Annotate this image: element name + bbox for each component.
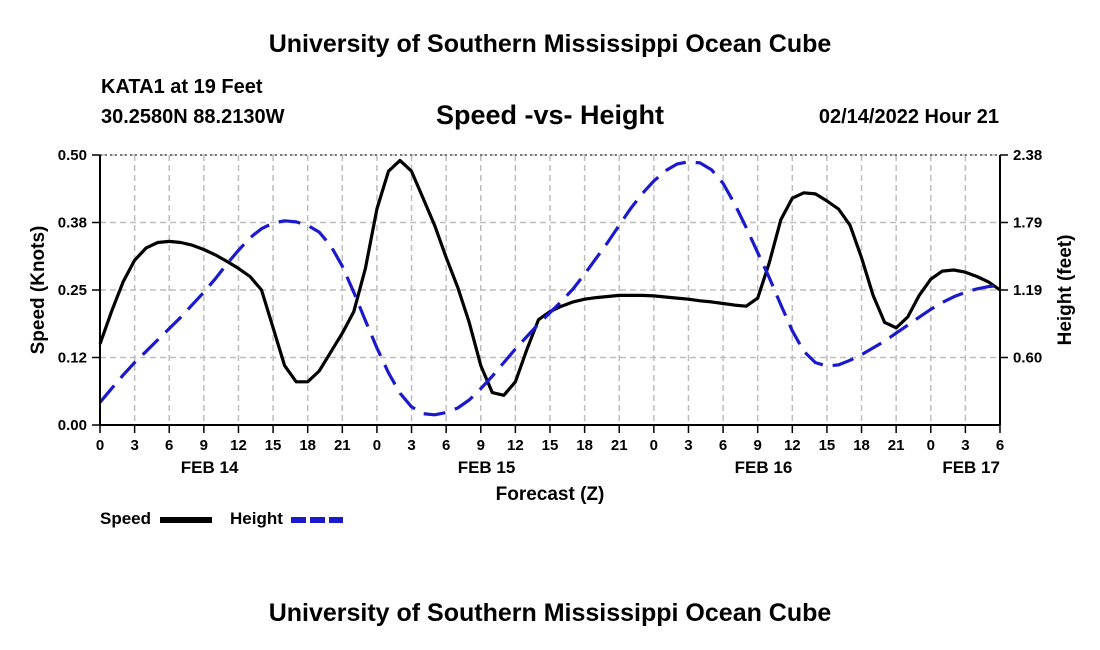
y-tick-label: 0.00 bbox=[58, 417, 87, 434]
station-label: KATA1 at 19 Feet bbox=[101, 76, 263, 98]
x-axis-title: Forecast (Z) bbox=[496, 484, 605, 505]
x-tick-label: 21 bbox=[611, 437, 628, 454]
x-tick-label: 6 bbox=[442, 437, 450, 454]
forecast-datetime: 02/14/2022 Hour 21 bbox=[818, 106, 999, 128]
x-tick-label: 18 bbox=[576, 437, 593, 454]
x-tick-label: 9 bbox=[477, 437, 485, 454]
x-tick-label: 6 bbox=[996, 437, 1004, 454]
y2-tick-label: 1.19 bbox=[1013, 282, 1042, 299]
x-tick-label: 18 bbox=[853, 437, 870, 454]
y2-tick-label: 2.38 bbox=[1013, 147, 1042, 164]
x-tick-label: 3 bbox=[407, 437, 415, 454]
x-date-label: FEB 14 bbox=[181, 458, 239, 477]
chart-footer-title: University of Southern Mississippi Ocean… bbox=[268, 599, 832, 627]
x-tick-label: 21 bbox=[334, 437, 351, 454]
x-tick-label: 18 bbox=[299, 437, 316, 454]
x-tick-label: 0 bbox=[650, 437, 658, 454]
x-tick-label: 0 bbox=[927, 437, 935, 454]
x-date-label: FEB 16 bbox=[735, 458, 793, 477]
x-tick-label: 15 bbox=[265, 437, 282, 454]
x-tick-label: 12 bbox=[230, 437, 247, 454]
x-date-label: FEB 17 bbox=[942, 458, 1000, 477]
legend-height-label: Height bbox=[230, 509, 283, 528]
x-tick-label: 21 bbox=[888, 437, 905, 454]
y-tick-label: 0.12 bbox=[58, 350, 87, 367]
y2-tick-label: 1.79 bbox=[1013, 215, 1042, 232]
chart-main-title: University of Southern Mississippi Ocean… bbox=[268, 30, 832, 58]
y-tick-label: 0.50 bbox=[58, 147, 87, 164]
x-tick-label: 6 bbox=[719, 437, 727, 454]
x-tick-label: 0 bbox=[96, 437, 104, 454]
x-tick-label: 15 bbox=[819, 437, 836, 454]
x-tick-label: 12 bbox=[507, 437, 524, 454]
y-axis-title: Speed (Knots) bbox=[28, 226, 49, 355]
x-tick-label: 3 bbox=[684, 437, 692, 454]
x-tick-label: 9 bbox=[200, 437, 208, 454]
chart-subtitle: Speed -vs- Height bbox=[435, 100, 665, 130]
x-tick-label: 12 bbox=[784, 437, 801, 454]
legend-speed-label: Speed bbox=[100, 509, 152, 528]
y-tick-label: 0.38 bbox=[58, 215, 87, 232]
x-tick-label: 3 bbox=[961, 437, 969, 454]
x-tick-label: 3 bbox=[130, 437, 138, 454]
station-coordinates: 30.2580N 88.2130W bbox=[101, 106, 285, 128]
x-tick-label: 0 bbox=[373, 437, 381, 454]
y-tick-label: 0.25 bbox=[58, 282, 87, 299]
y2-tick-label: 0.60 bbox=[1013, 350, 1042, 367]
x-tick-label: 15 bbox=[542, 437, 559, 454]
x-tick-label: 6 bbox=[165, 437, 173, 454]
series-line-height bbox=[98, 160, 1001, 417]
x-tick-label: 9 bbox=[754, 437, 762, 454]
y2-axis-title: Height (feet) bbox=[1055, 235, 1076, 346]
x-date-label: FEB 15 bbox=[458, 458, 516, 477]
